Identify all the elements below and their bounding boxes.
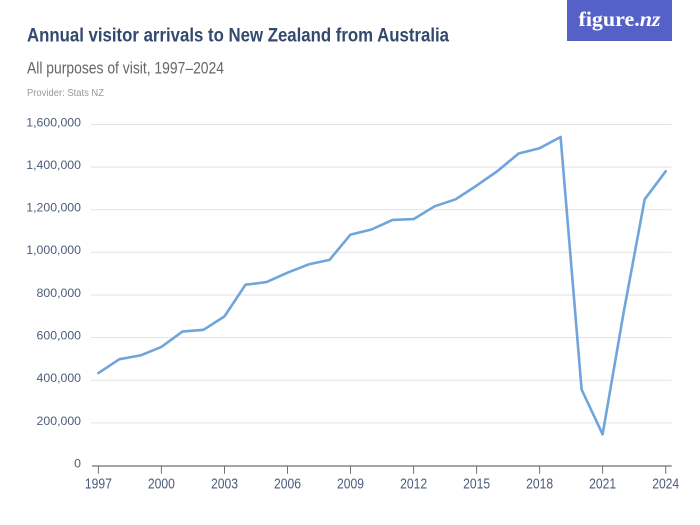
svg-text:1997: 1997 — [85, 476, 112, 492]
svg-text:600,000: 600,000 — [37, 329, 82, 343]
svg-text:0: 0 — [74, 456, 81, 470]
svg-text:1,600,000: 1,600,000 — [26, 115, 81, 129]
svg-text:figure.nz: figure.nz — [579, 7, 662, 31]
svg-text:2024: 2024 — [652, 476, 679, 492]
svg-text:200,000: 200,000 — [37, 414, 82, 428]
svg-text:2015: 2015 — [463, 476, 490, 492]
svg-text:Annual visitor arrivals to New: Annual visitor arrivals to New Zealand f… — [27, 26, 449, 47]
svg-text:1,400,000: 1,400,000 — [26, 158, 81, 172]
svg-text:1,200,000: 1,200,000 — [26, 201, 81, 215]
svg-text:2006: 2006 — [274, 476, 301, 492]
svg-text:1,000,000: 1,000,000 — [26, 243, 81, 257]
svg-text:2012: 2012 — [400, 476, 427, 492]
svg-text:2000: 2000 — [148, 476, 175, 492]
svg-text:400,000: 400,000 — [37, 371, 82, 385]
svg-text:2021: 2021 — [589, 476, 616, 492]
svg-text:2003: 2003 — [211, 476, 238, 492]
svg-text:All purposes of visit, 1997–20: All purposes of visit, 1997–2024 — [27, 59, 224, 77]
svg-text:Provider: Stats NZ: Provider: Stats NZ — [27, 88, 104, 99]
svg-text:2009: 2009 — [337, 476, 364, 492]
svg-text:2018: 2018 — [526, 476, 553, 492]
svg-text:800,000: 800,000 — [37, 286, 82, 300]
